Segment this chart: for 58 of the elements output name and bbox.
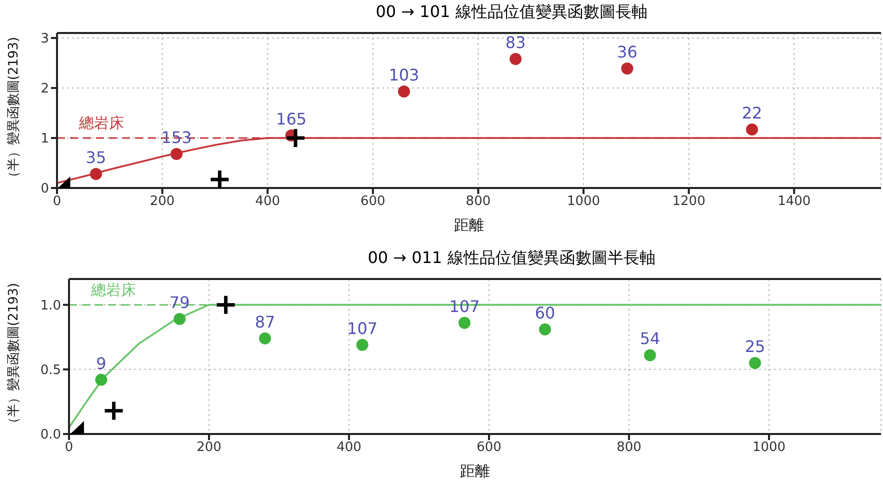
- annotation: 79: [169, 293, 190, 312]
- y-tick-label: 0.0: [40, 428, 61, 443]
- x-tick-label: 0: [64, 440, 74, 456]
- x-tick-label: 800: [616, 440, 642, 456]
- annotation: 87: [254, 312, 276, 332]
- point: [259, 332, 271, 344]
- x-tick-label: 800: [466, 194, 491, 210]
- point: [749, 356, 761, 369]
- annotation: 9: [96, 354, 106, 373]
- annotation: 36: [617, 42, 638, 62]
- annotation: 35: [86, 148, 106, 167]
- x-tick-label: 1000: [752, 440, 786, 456]
- x-tick-label: 600: [476, 440, 502, 456]
- x-tick-label: 400: [336, 440, 362, 456]
- y-axis-title: （半）變異函數圖(2193): [6, 282, 22, 430]
- y-tick-label: 2: [40, 82, 49, 97]
- point: [510, 53, 522, 65]
- point: [95, 374, 108, 386]
- x-tick-label: 600: [360, 194, 386, 210]
- annotation: 22: [742, 104, 762, 122]
- chart-title: 00 → 101 線性品位值變異函數圖長軸: [374, 1, 648, 23]
- y-tick-label: 1.0: [40, 298, 61, 314]
- chart-title: 00 → 011 線性品位值變異函數圖半長軸: [366, 247, 656, 269]
- x-axis-title: 距離: [454, 216, 484, 234]
- point: [170, 148, 183, 160]
- point: [644, 349, 656, 362]
- x-tick-label: 1200: [672, 194, 706, 210]
- y-tick-label: 0.5: [40, 363, 61, 378]
- point: [90, 168, 102, 180]
- point: [356, 338, 368, 351]
- point: [174, 313, 186, 326]
- annotation: 25: [744, 336, 766, 356]
- x-tick-label: 1000: [566, 194, 600, 210]
- point: [746, 124, 758, 136]
- annotation: 103: [388, 66, 420, 84]
- point: [458, 316, 470, 329]
- ref-line-label: 總岩床: [90, 280, 136, 299]
- ref-line-label: 總岩床: [78, 114, 124, 132]
- point: [621, 62, 634, 74]
- y-tick-label: 3: [40, 32, 49, 47]
- point: [215, 294, 237, 316]
- x-tick-label: 400: [255, 194, 280, 210]
- y-tick-label: 1: [40, 132, 49, 147]
- point: [103, 400, 125, 422]
- annotation: 60: [534, 303, 556, 322]
- x-axis-title: 距離: [460, 462, 490, 480]
- y-axis-title: （半）變異函數圖(2193): [6, 36, 22, 184]
- point: [539, 323, 551, 336]
- x-tick-label: 1400: [778, 194, 811, 210]
- point: [398, 86, 410, 98]
- annotation: 83: [505, 33, 526, 52]
- annotation: 165: [276, 110, 307, 128]
- x-tick-label: 200: [150, 194, 175, 210]
- point: [284, 127, 306, 149]
- annotation: 54: [640, 329, 660, 348]
- x-tick-label: 200: [196, 440, 222, 456]
- y-tick-label: 0: [40, 182, 49, 197]
- annotation: 107: [347, 318, 378, 338]
